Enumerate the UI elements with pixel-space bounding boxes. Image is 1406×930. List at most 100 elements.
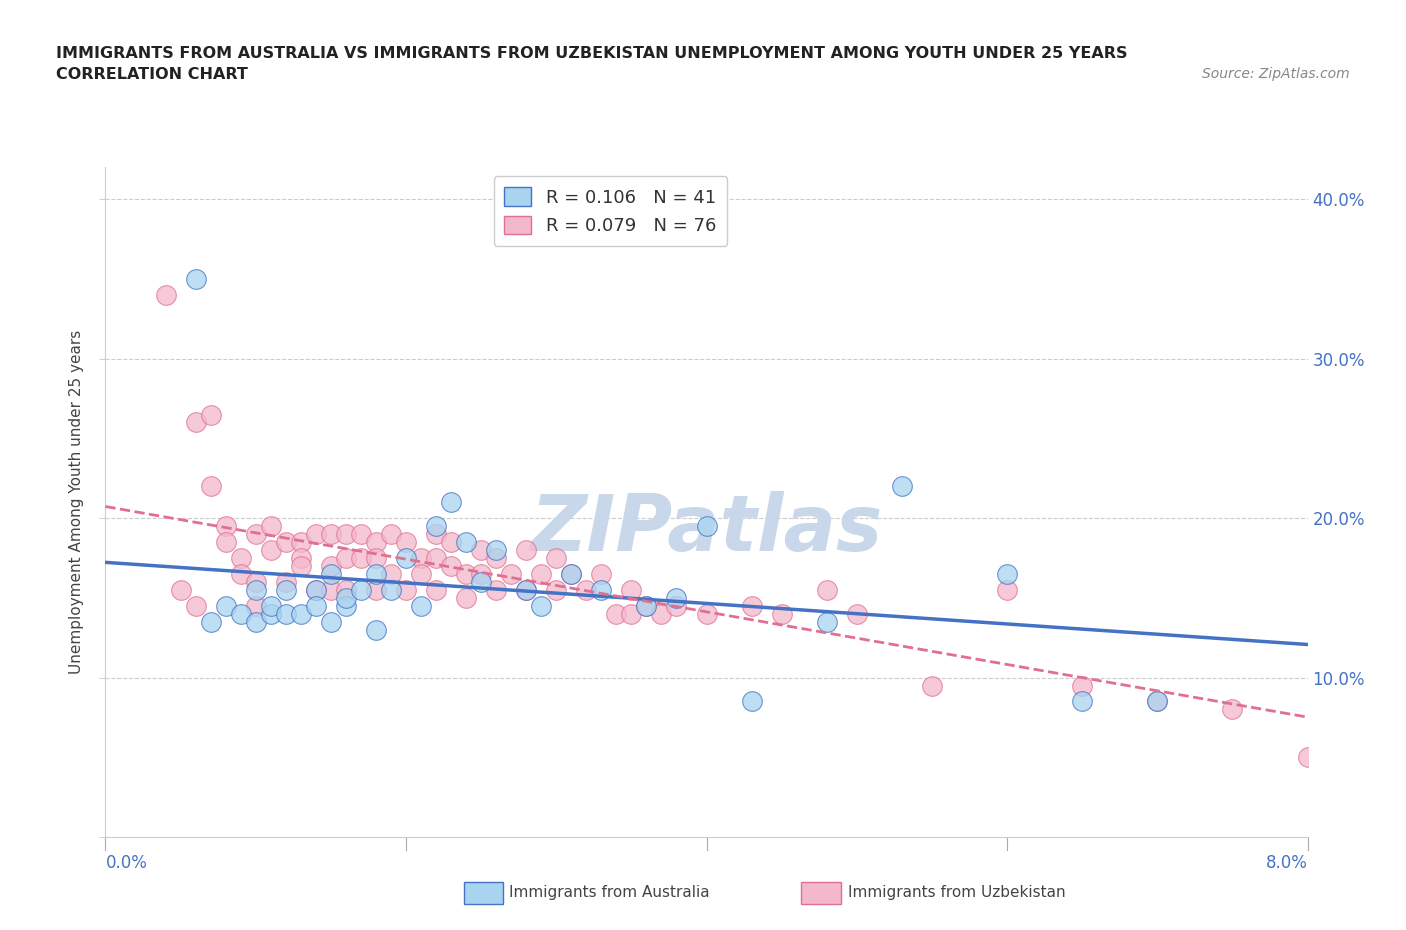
Point <box>696 606 718 621</box>
Point <box>485 551 508 565</box>
Point <box>274 535 297 550</box>
Point <box>440 559 463 574</box>
Point <box>1296 750 1319 764</box>
Point <box>380 566 402 581</box>
Y-axis label: Unemployment Among Youth under 25 years: Unemployment Among Youth under 25 years <box>69 330 84 674</box>
Point <box>260 542 283 557</box>
Point <box>229 551 252 565</box>
Point <box>155 287 177 302</box>
Point <box>364 551 387 565</box>
Point <box>470 566 492 581</box>
Text: IMMIGRANTS FROM AUSTRALIA VS IMMIGRANTS FROM UZBEKISTAN UNEMPLOYMENT AMONG YOUTH: IMMIGRANTS FROM AUSTRALIA VS IMMIGRANTS … <box>56 46 1128 61</box>
Point <box>425 519 447 534</box>
Point <box>184 598 207 613</box>
Point <box>515 582 537 597</box>
Point <box>214 535 236 550</box>
Point <box>305 582 328 597</box>
Point <box>245 598 267 613</box>
Point <box>274 582 297 597</box>
Point <box>335 591 357 605</box>
Point <box>620 606 643 621</box>
Point <box>815 615 838 630</box>
Point <box>335 582 357 597</box>
Point <box>591 582 613 597</box>
Point <box>605 606 627 621</box>
Point <box>636 598 658 613</box>
Point <box>395 551 418 565</box>
Point <box>319 566 342 581</box>
Point <box>350 551 373 565</box>
Point <box>214 598 236 613</box>
Point <box>425 582 447 597</box>
Point <box>364 582 387 597</box>
Point <box>335 598 357 613</box>
Point <box>845 606 868 621</box>
Point <box>290 535 312 550</box>
Point <box>319 526 342 541</box>
Point <box>335 551 357 565</box>
Point <box>815 582 838 597</box>
Point <box>741 694 763 709</box>
Point <box>364 622 387 637</box>
Point <box>665 598 688 613</box>
Point <box>274 575 297 590</box>
Point <box>515 582 537 597</box>
Point <box>274 606 297 621</box>
Point <box>305 582 328 597</box>
Point <box>440 495 463 510</box>
Point <box>485 542 508 557</box>
Point <box>260 606 283 621</box>
Point <box>335 526 357 541</box>
Point <box>485 582 508 597</box>
Point <box>650 606 672 621</box>
Point <box>1146 694 1168 709</box>
Point <box>260 598 283 613</box>
Point <box>350 582 373 597</box>
Point <box>995 566 1018 581</box>
Point <box>560 566 582 581</box>
Point <box>1071 678 1094 693</box>
Text: 0.0%: 0.0% <box>105 854 148 872</box>
Point <box>319 559 342 574</box>
Point <box>245 615 267 630</box>
Point <box>380 582 402 597</box>
Point <box>470 575 492 590</box>
Point <box>260 519 283 534</box>
Point <box>364 566 387 581</box>
Point <box>454 591 477 605</box>
Point <box>290 559 312 574</box>
Point <box>305 526 328 541</box>
Point <box>319 615 342 630</box>
Point <box>440 535 463 550</box>
Point <box>995 582 1018 597</box>
Point <box>409 566 432 581</box>
Point <box>1146 694 1168 709</box>
Point <box>530 566 553 581</box>
Text: Immigrants from Australia: Immigrants from Australia <box>509 885 710 900</box>
Point <box>454 535 477 550</box>
Point <box>245 582 267 597</box>
Point <box>229 606 252 621</box>
Point <box>409 551 432 565</box>
Point <box>409 598 432 613</box>
Point <box>515 542 537 557</box>
Point <box>665 591 688 605</box>
Point <box>214 519 236 534</box>
Point <box>530 598 553 613</box>
Text: ZIPatlas: ZIPatlas <box>530 491 883 567</box>
Point <box>319 582 342 597</box>
Point <box>620 582 643 597</box>
Point <box>380 526 402 541</box>
Point <box>560 566 582 581</box>
Point <box>290 551 312 565</box>
Point <box>364 535 387 550</box>
Point <box>921 678 943 693</box>
Point <box>395 535 418 550</box>
Point <box>741 598 763 613</box>
Point <box>229 566 252 581</box>
Point <box>501 566 523 581</box>
Point <box>696 519 718 534</box>
Point <box>395 582 418 597</box>
Point <box>770 606 793 621</box>
Point <box>425 526 447 541</box>
